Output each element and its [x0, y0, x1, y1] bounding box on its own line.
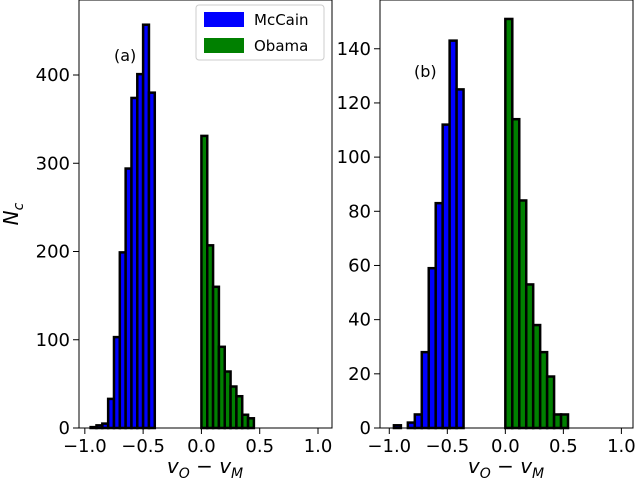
panel-a-x-tick-label-0: −1.0 [63, 436, 107, 457]
panel-b-bar-mccain-9 [455, 88, 465, 430]
legend-label-mccain: McCain [254, 11, 309, 29]
panel-b-x-axis-label: vO − vM [468, 454, 544, 480]
panel-b-bar-obama-8 [559, 413, 570, 430]
panel-b-y-tick-label-0: 0 [360, 418, 371, 439]
legend-label-obama: Obama [254, 37, 308, 55]
panel-b-y-tick-label-1: 20 [348, 364, 371, 385]
legend-swatch-obama [204, 38, 244, 53]
panel-b-x-tick-label-1: −0.5 [425, 436, 469, 457]
panel-a: 0 100 200 300 400 −1.0 −0.5 0.0 0.5 1.0 (a) McCa… [0, 0, 333, 480]
panel-b-y-tick-label-7: 140 [337, 39, 371, 60]
panel-b-y-tick-label-5: 100 [337, 147, 371, 168]
panel-a-label: (a) [114, 46, 136, 65]
panel-b-x-tick-label-0: −1.0 [367, 436, 411, 457]
panel-b-y-tick-label-6: 120 [337, 93, 371, 114]
legend: McCain Obama [195, 4, 325, 61]
panel-b-y-tick-label-3: 60 [348, 255, 371, 276]
panel-a-y-tick-label-3: 300 [36, 153, 70, 174]
panel-a-bar-obama-6 [235, 394, 244, 430]
panel-a-y-tick-label-4: 400 [36, 65, 70, 86]
x-label-sub-o-a: O [179, 466, 190, 480]
panel-a-x-tick-label-2: 0.0 [187, 436, 216, 457]
panel-a-bar-mccain-10 [147, 91, 157, 430]
x-label-sub-m-a: M [231, 466, 243, 480]
x-label-minus-a: − [190, 454, 219, 478]
panel-a-y-axis-label: Nc [0, 202, 27, 225]
panel-b-y-tick-label-2: 40 [348, 310, 371, 331]
y-label-subscript: c [11, 202, 27, 210]
x-label-minus-b: − [491, 454, 520, 478]
x-label-sub-o-b: O [480, 466, 491, 480]
panel-b-x-tick-label-4: 1.0 [607, 436, 636, 457]
panel-a-x-tick-label-1: −0.5 [121, 436, 165, 457]
panel-b-bar-obama-6 [545, 375, 556, 430]
panel-a-x-tick-label-4: 1.0 [304, 436, 333, 457]
legend-swatch-mccain [204, 12, 244, 27]
panel-a-y-tick-label-0: 0 [59, 418, 70, 439]
panel-a-x-tick-label-3: 0.5 [245, 436, 274, 457]
panel-b-x-tick-label-2: 0.0 [491, 436, 520, 457]
panel-a-y-ticks: 0 100 200 300 400 [36, 65, 79, 439]
panel-a-bars [89, 23, 256, 430]
panel-b-label: (b) [414, 62, 437, 81]
panel-a-y-tick-label-1: 100 [36, 330, 70, 351]
panel-b-y-tick-label-4: 80 [348, 201, 371, 222]
x-label-sub-m-b: M [532, 466, 544, 480]
panel-a-bar-obama-8 [246, 417, 256, 430]
panel-a-x-ticks: −1.0 −0.5 0.0 0.5 1.0 [63, 428, 332, 457]
panel-b-bar-mccain-0 [392, 424, 403, 430]
panel-b-x-tick-label-3: 0.5 [549, 436, 578, 457]
panel-b-x-ticks: −1.0 −0.5 0.0 0.5 1.0 [367, 428, 636, 457]
panel-a-y-tick-label-2: 200 [36, 242, 70, 263]
panel-b-y-ticks: 0 20 40 60 80 100 120 140 [337, 39, 380, 439]
panel-b: 0 20 40 60 80 100 120 140 −1.0 −0.5 0.0 0.5 1.0 (b)… [337, 0, 636, 480]
panel-b-bars [392, 17, 570, 430]
panel-a-x-axis-label: vO − vM [167, 454, 243, 480]
